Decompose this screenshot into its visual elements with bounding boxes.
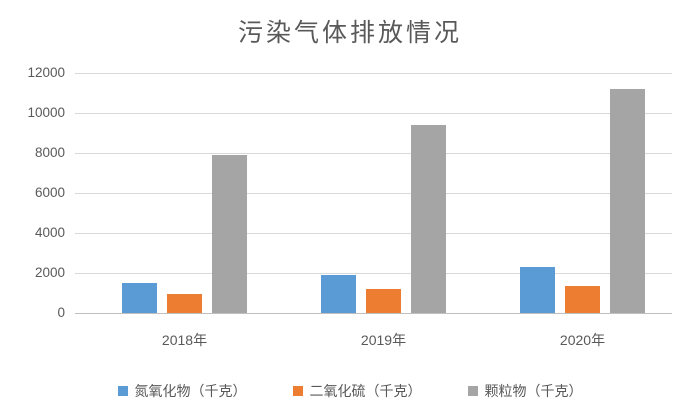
- gridline: [75, 153, 672, 154]
- bar: [520, 267, 555, 313]
- plot-area: [75, 73, 672, 314]
- y-axis-tick-label: 0: [57, 305, 65, 320]
- x-axis-line: [75, 313, 672, 314]
- chart-title: 污染气体排放情况: [237, 19, 462, 47]
- legend-label: 二氧化硫（千克）: [309, 383, 422, 399]
- bar: [366, 289, 401, 313]
- legend-label: 氮氧化物（千克）: [134, 383, 247, 399]
- bar-group: [85, 73, 284, 313]
- y-axis-tick-label: 6000: [34, 185, 65, 200]
- bar: [167, 294, 202, 313]
- x-axis-label: 2018年: [161, 332, 208, 348]
- legend-swatch-icon: [292, 386, 303, 396]
- gridline: [75, 113, 672, 114]
- y-axis-tick-label: 12000: [27, 65, 65, 80]
- legend-swatch-icon: [117, 386, 128, 396]
- bar: [122, 283, 157, 313]
- gridline: [75, 73, 672, 74]
- bar: [411, 125, 446, 313]
- bar-series-container: [85, 73, 682, 313]
- bar: [212, 155, 247, 313]
- bar-group: [483, 73, 682, 313]
- bar: [610, 89, 645, 313]
- y-axis-tick-label: 2000: [34, 265, 65, 280]
- legend-item: 氮氧化物（千克）: [117, 381, 247, 401]
- bar: [565, 286, 600, 313]
- legend-item: 二氧化硫（千克）: [292, 381, 422, 401]
- y-axis-tick-label: 10000: [27, 105, 65, 120]
- gridline: [75, 233, 672, 234]
- gridline: [75, 273, 672, 274]
- x-axis-label: 2019年: [360, 332, 407, 348]
- x-axis-label: 2020年: [559, 332, 606, 348]
- legend: 氮氧化物（千克） 二氧化硫（千克） 颗粒物（千克）: [0, 381, 700, 401]
- legend-swatch-icon: [467, 386, 478, 396]
- y-axis-tick-label: 8000: [34, 145, 65, 160]
- legend-item: 颗粒物（千克）: [467, 381, 583, 401]
- x-axis: 2018年 2019年 2020年: [85, 330, 682, 350]
- gridline: [75, 193, 672, 194]
- legend-label: 颗粒物（千克）: [484, 383, 583, 399]
- y-axis-tick-label: 4000: [34, 225, 65, 240]
- bar-group: [284, 73, 483, 313]
- bar: [321, 275, 356, 313]
